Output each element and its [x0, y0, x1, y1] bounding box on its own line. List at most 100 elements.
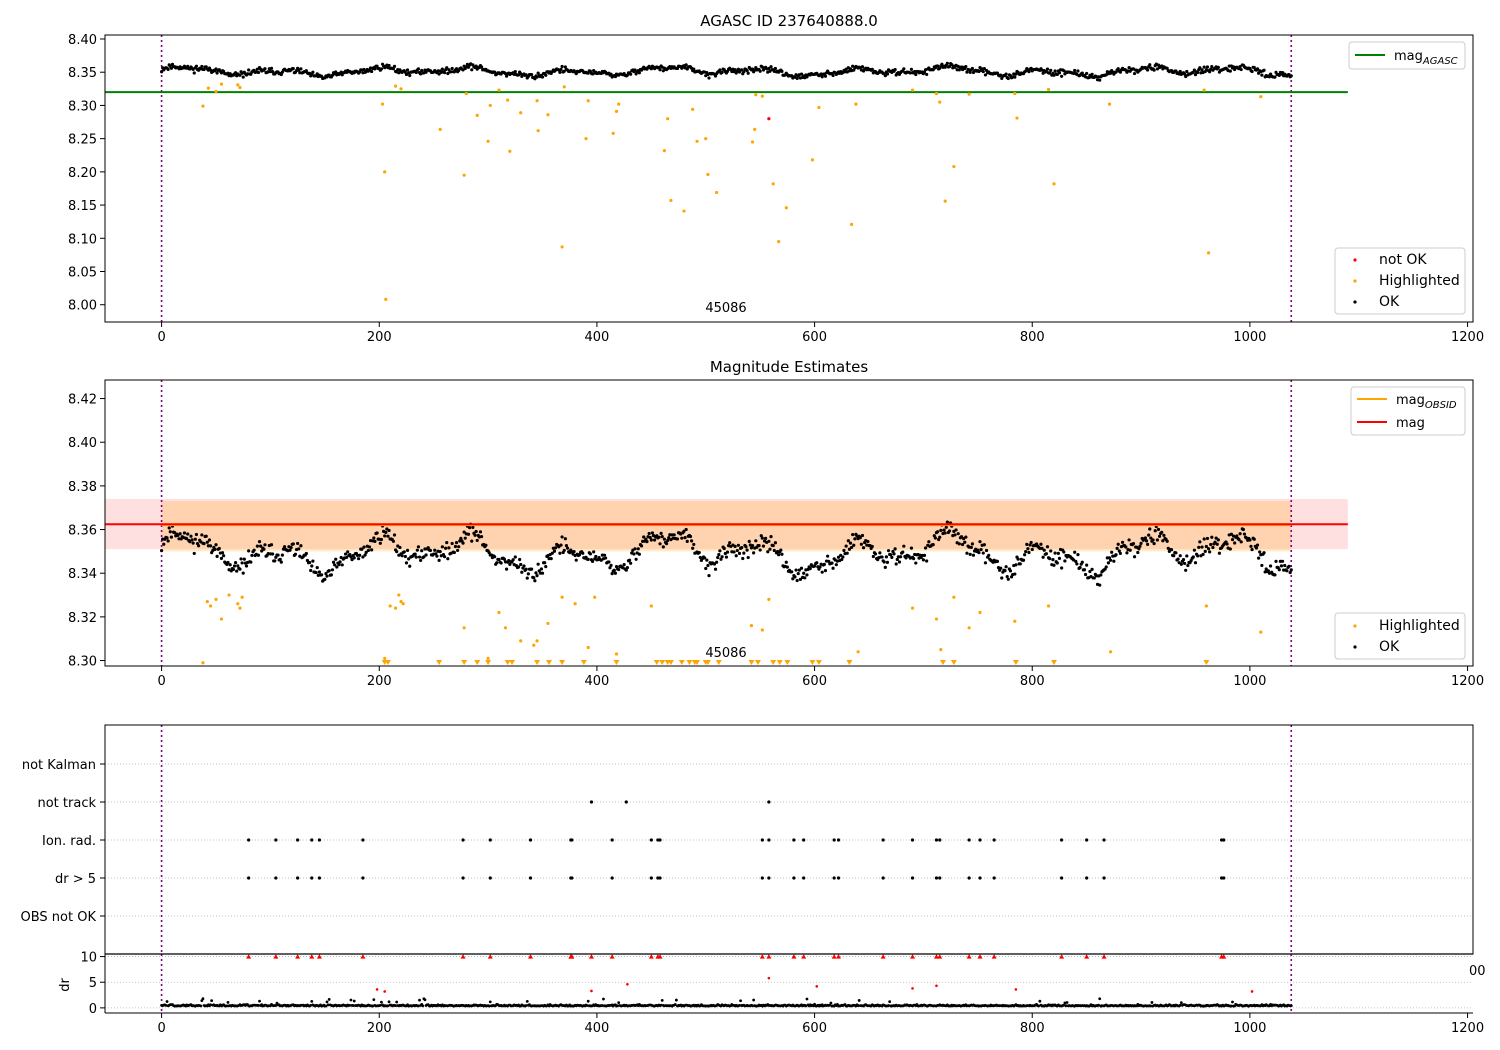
magnitude-ok-point	[293, 552, 298, 556]
magnitude-ok-point	[533, 579, 537, 583]
magnitude-highlighted-point	[1013, 619, 1017, 623]
dr-point	[274, 1003, 278, 1007]
magnitude-ok-point	[761, 544, 766, 548]
agasc-highlighted-point	[535, 99, 539, 103]
magnitude-ok-point	[346, 550, 350, 554]
magnitude-ok-point	[189, 534, 193, 538]
magnitude-highlighted-point	[486, 656, 490, 660]
magnitude-ok-point	[1155, 538, 1159, 542]
magnitude-ok-point	[637, 552, 641, 556]
magnitude-ok-point	[392, 533, 397, 537]
magnitude-ok-point	[1082, 568, 1087, 572]
magnitude-ok-point	[280, 553, 284, 557]
magnitude-ok-point	[309, 568, 313, 573]
magnitude-ok-point	[1115, 546, 1119, 550]
magnitude-ok-point	[367, 545, 372, 549]
magnitude-highlighted-point	[462, 626, 466, 630]
dr-clipped-marker	[801, 954, 807, 959]
agasc-ok-point	[1152, 68, 1156, 72]
agasc-ok-point	[1076, 69, 1080, 73]
magnitude-ok-point	[1162, 533, 1166, 537]
magnitude-below-range-marker	[504, 660, 511, 665]
magnitude-ok-point	[943, 531, 947, 535]
magnitude-below-range-marker	[659, 660, 666, 665]
magnitude-ok-point	[1042, 548, 1046, 552]
magnitude-ok-point	[1254, 546, 1259, 550]
magnitude-ytick-label: 8.42	[68, 393, 97, 408]
magnitude-ok-point	[1132, 555, 1137, 559]
magnitude-ok-point	[308, 560, 312, 565]
magnitude-ok-point	[1144, 539, 1149, 543]
magnitude-ok-point	[1051, 558, 1055, 562]
agasc-ok-point	[718, 68, 722, 72]
magnitude-ok-point	[976, 548, 980, 552]
magnitude-ok-point	[964, 535, 968, 539]
magnitude-ok-point	[632, 552, 636, 556]
magnitude-ok-point	[1117, 549, 1121, 553]
dr-point	[617, 1001, 621, 1005]
magnitude-highlighted-point	[614, 652, 619, 656]
agasc-highlighted-point	[771, 182, 775, 186]
agasc-ok-point	[169, 66, 173, 70]
agasc-xtick-label: 0	[157, 330, 165, 345]
agasc-ok-point	[1090, 72, 1094, 76]
magnitude-ok-point	[1083, 572, 1088, 577]
magnitude-ok-point	[746, 555, 750, 560]
agasc-ok-point	[1006, 76, 1010, 81]
flag-label-obs-not-ok: OBS not OK	[21, 910, 97, 925]
dr-clipped-marker	[966, 954, 972, 959]
magnitude-ok-point	[1013, 572, 1017, 576]
flag-point-dr-gt-5	[792, 876, 796, 880]
magnitude-ok-point	[891, 549, 895, 554]
magnitude-ok-point	[785, 565, 789, 569]
magnitude-ok-point	[1018, 562, 1022, 566]
magnitude-ok-point	[771, 543, 775, 548]
dr-point	[225, 1004, 229, 1008]
agasc-ok-point	[373, 67, 377, 71]
magnitude-ok-point	[1250, 547, 1254, 552]
magnitude-ok-point	[215, 554, 219, 558]
magnitude-ok-point	[827, 559, 831, 563]
magnitude-ok-point	[233, 560, 238, 565]
magnitude-ok-point	[167, 526, 171, 530]
dr-point	[1178, 1003, 1182, 1007]
magnitude-ok-point	[1233, 541, 1237, 545]
agasc-xtick-label: 600	[802, 330, 827, 345]
dr-clipped-marker	[609, 954, 615, 959]
dr-clipped-marker	[273, 954, 279, 959]
magnitude-ok-point	[1040, 546, 1044, 550]
magnitude-ok-point	[1004, 565, 1008, 569]
magnitude-ok-point	[535, 574, 539, 578]
magnitude-ok-point	[269, 543, 274, 547]
flag-point-dr-gt-5	[317, 876, 321, 880]
agasc-ok-point	[1208, 70, 1212, 74]
flag-point-dr-gt-5	[802, 876, 806, 880]
agasc-highlighted-point	[464, 91, 468, 96]
magnitude-ok-point	[978, 540, 982, 544]
magnitude-ok-point	[560, 535, 564, 539]
magnitude-ok-point	[1025, 542, 1029, 546]
magnitude-ok-point	[885, 560, 890, 565]
magnitude-ok-point	[889, 553, 893, 557]
magnitude-ok-point	[784, 560, 788, 564]
magnitude-ok-point	[859, 542, 863, 546]
magnitude-ok-point	[1274, 559, 1278, 563]
flags-panel-frame	[104, 724, 1474, 955]
magnitude-ok-point	[414, 555, 418, 559]
agasc-ytick-label: 8.25	[68, 133, 97, 148]
magnitude-ok-point	[712, 562, 717, 566]
agasc-ok-point	[922, 70, 927, 74]
magnitude-ok-point	[724, 555, 729, 559]
magnitude-ok-point	[717, 552, 721, 557]
agasc-ok-point	[742, 70, 746, 74]
agasc-ok-point	[692, 67, 696, 71]
flag-point-dr-gt-5	[1222, 876, 1226, 880]
agasc-ok-point	[799, 72, 804, 76]
magnitude-ok-point	[1048, 557, 1052, 561]
agasc-highlighted-point	[399, 87, 403, 91]
agasc-ok-point	[968, 70, 972, 74]
agasc-highlighted-point	[614, 109, 619, 114]
magnitude-ok-point	[675, 537, 680, 541]
agasc-ok-point	[1200, 68, 1204, 72]
flag-point-ion-rad	[836, 838, 841, 842]
